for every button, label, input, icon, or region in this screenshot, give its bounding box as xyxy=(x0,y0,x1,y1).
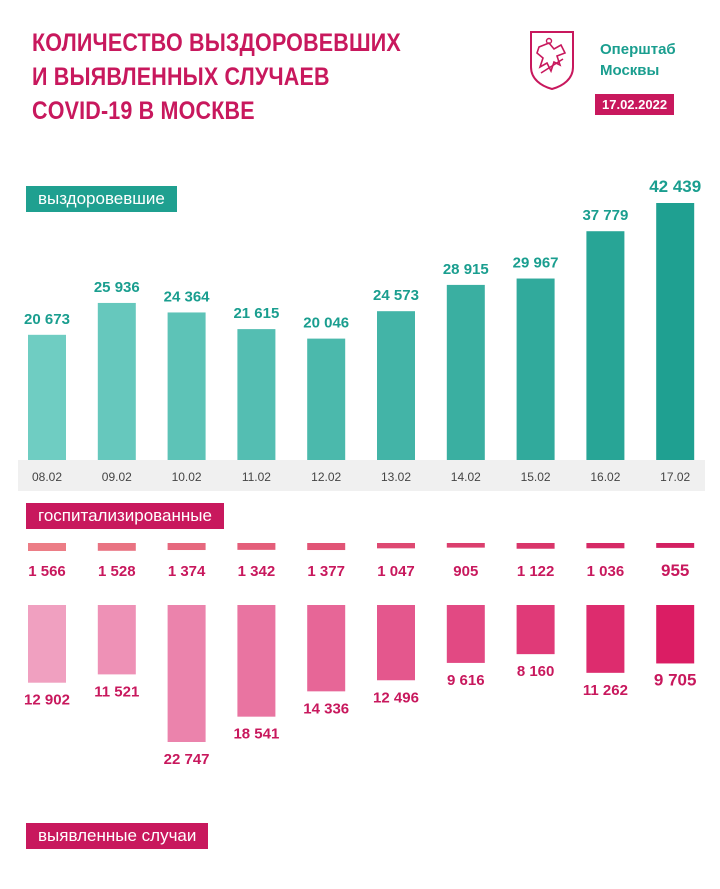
date-label-15.02: 15.02 xyxy=(521,470,551,484)
hospitalized-value-16.02: 1 036 xyxy=(587,563,625,580)
moscow-emblem-icon xyxy=(530,31,574,91)
hospitalized-value-13.02: 1 047 xyxy=(377,563,415,580)
hospitalized-value-10.02: 1 374 xyxy=(168,563,206,580)
detected-bar-15.02 xyxy=(516,605,555,655)
detected-bar-16.02 xyxy=(586,605,625,673)
detected-value-08.02: 12 902 xyxy=(24,692,70,709)
detected-value-15.02: 8 160 xyxy=(517,663,555,680)
hospitalized-value-08.02: 1 566 xyxy=(28,563,66,580)
recovered-label: выздоровевшие xyxy=(26,186,177,212)
date-label-09.02: 09.02 xyxy=(102,470,132,484)
hospitalized-bar-16.02 xyxy=(586,543,625,549)
page-title: КОЛИЧЕСТВО ВЫЗДОРОВЕВШИХ И ВЫЯВЛЕННЫХ СЛ… xyxy=(32,26,401,128)
recovered-value-15.02: 29 967 xyxy=(513,255,559,272)
detected-bar-10.02 xyxy=(167,605,206,742)
detected-bar-08.02 xyxy=(28,605,66,683)
recovered-value-10.02: 24 364 xyxy=(164,288,211,305)
recovered-bar-11.02 xyxy=(237,329,276,460)
hospitalized-bar-13.02 xyxy=(377,543,415,549)
detected-value-09.02: 11 521 xyxy=(94,683,139,700)
hospitalized-bar-17.02 xyxy=(656,543,695,548)
detected-bar-17.02 xyxy=(656,605,695,664)
date-axis-band xyxy=(18,460,705,491)
date-label-13.02: 13.02 xyxy=(381,470,411,484)
detected-label: выявленные случаи xyxy=(26,823,209,849)
date-label-16.02: 16.02 xyxy=(590,470,620,484)
hospitalized-bar-08.02 xyxy=(28,543,66,551)
date-label-17.02: 17.02 xyxy=(660,470,690,484)
hospitalized-value-09.02: 1 528 xyxy=(98,563,136,580)
recovered-bar-13.02 xyxy=(377,311,415,460)
detected-value-12.02: 14 336 xyxy=(303,700,349,717)
hospitalized-value-11.02: 1 342 xyxy=(238,563,276,580)
hospitalized-bar-15.02 xyxy=(516,543,555,549)
title-line-3: COVID-19 В МОСКВЕ xyxy=(32,97,255,125)
recovered-value-14.02: 28 915 xyxy=(443,261,489,278)
date-label-11.02: 11.02 xyxy=(242,470,271,484)
hospitalized-bar-11.02 xyxy=(237,543,276,550)
recovered-value-08.02: 20 673 xyxy=(24,311,70,328)
recovered-value-12.02: 20 046 xyxy=(303,315,349,332)
detected-value-14.02: 9 616 xyxy=(447,672,485,689)
hospitalized-bar-12.02 xyxy=(307,543,346,551)
date-label-10.02: 10.02 xyxy=(172,470,202,484)
detected-bar-14.02 xyxy=(446,605,485,663)
date-label-12.02: 12.02 xyxy=(311,470,341,484)
detected-value-16.02: 11 262 xyxy=(583,682,628,699)
title-line-1: КОЛИЧЕСТВО ВЫЗДОРОВЕВШИХ xyxy=(32,29,401,57)
date-label-14.02: 14.02 xyxy=(451,470,481,484)
detected-value-10.02: 22 747 xyxy=(164,751,210,768)
hospitalized-value-17.02: 955 xyxy=(661,561,689,580)
recovered-bar-12.02 xyxy=(307,338,346,460)
brand-line-1: Оперштаб xyxy=(600,41,676,58)
recovered-bar-15.02 xyxy=(516,278,555,460)
hospitalized-bar-09.02 xyxy=(97,543,136,551)
detected-bar-11.02 xyxy=(237,605,276,717)
recovered-value-13.02: 24 573 xyxy=(373,287,419,304)
recovered-bar-16.02 xyxy=(586,231,625,460)
hospitalized-value-12.02: 1 377 xyxy=(307,563,345,580)
hospitalized-bar-10.02 xyxy=(167,543,206,551)
recovered-bar-10.02 xyxy=(167,312,206,460)
recovered-bar-17.02 xyxy=(656,203,695,460)
title-line-2: И ВЫЯВЛЕННЫХ СЛУЧАЕВ xyxy=(32,63,330,91)
recovered-bar-09.02 xyxy=(97,302,136,460)
brand-line-2: Москвы xyxy=(600,62,660,79)
detected-bar-13.02 xyxy=(377,605,415,681)
detected-bar-12.02 xyxy=(307,605,346,692)
detected-bar-09.02 xyxy=(97,605,136,675)
recovered-value-16.02: 37 779 xyxy=(582,207,628,224)
hospitalized-bar-14.02 xyxy=(446,543,485,548)
recovered-value-17.02: 42 439 xyxy=(649,177,701,196)
brand-name: Оперштаб Москвы xyxy=(600,39,676,81)
recovered-value-09.02: 25 936 xyxy=(94,279,140,296)
recovered-bar-14.02 xyxy=(446,284,485,460)
detected-value-11.02: 18 541 xyxy=(233,726,279,743)
detected-value-13.02: 12 496 xyxy=(373,689,419,706)
detected-value-17.02: 9 705 xyxy=(654,670,697,689)
hospitalized-value-15.02: 1 122 xyxy=(517,563,555,580)
hospitalized-value-14.02: 905 xyxy=(453,563,478,580)
recovered-value-11.02: 21 615 xyxy=(233,305,279,322)
date-badge: 17.02.2022 xyxy=(595,94,675,115)
hospitalized-label: госпитализированные xyxy=(26,503,224,529)
recovered-bar-08.02 xyxy=(28,334,66,460)
date-label-08.02: 08.02 xyxy=(32,470,62,484)
